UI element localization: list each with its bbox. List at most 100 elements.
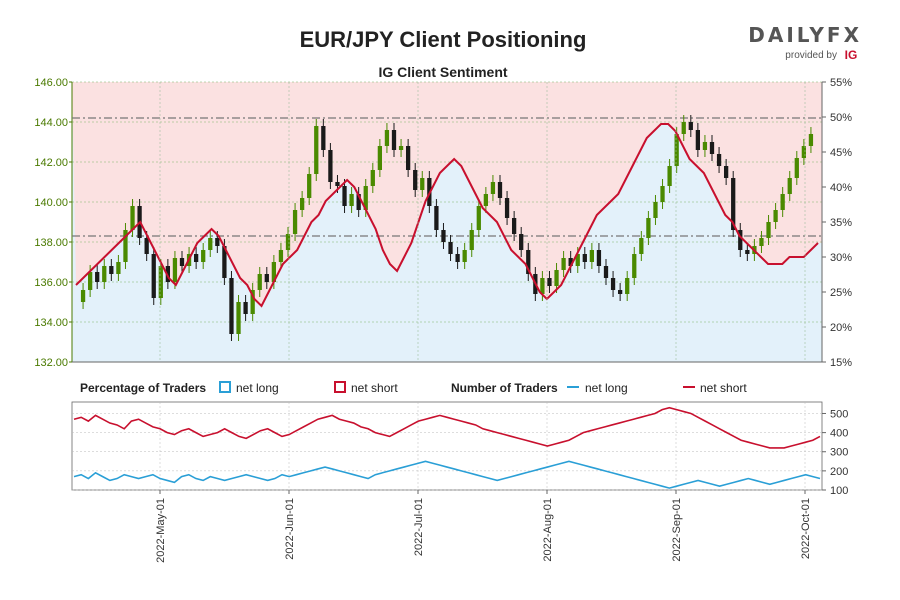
candle-up [801,146,807,158]
chart-subtitle: IG Client Sentiment [378,64,507,80]
count-panel-frame [71,401,823,491]
candle-down [144,238,149,254]
candle-down [356,194,361,210]
count-tick-label: 300 [830,447,848,459]
candle-down [497,182,503,198]
legend-pct-long-swatch [219,381,231,393]
candle-up [208,238,213,250]
legend-pct-header: Percentage of Traders [80,381,206,395]
chart-title: EUR/JPY Client Positioning [300,27,587,52]
candle-down [264,274,269,282]
right-tick-label: 40% [830,182,852,194]
candle-down [716,154,722,166]
x-tick-label: 2022-Oct-01 [800,498,812,559]
candle-up [363,186,368,210]
logo-provided-by: provided by [785,50,837,61]
right-tick-label: 15% [830,357,852,369]
candle-up [759,238,764,246]
candle-up [653,202,658,218]
left-tick-label: 136.00 [34,277,68,289]
candle-down [709,142,715,154]
candle-up [349,194,354,206]
x-tick-label: 2022-Jul-01 [413,498,425,556]
candle-up [377,146,383,170]
candle-down [596,250,602,266]
candle-up [660,186,665,202]
candle-down [165,266,171,282]
candle-up [476,206,481,230]
candle-down [738,230,743,250]
candle-up [561,258,566,270]
right-tick-label: 50% [830,112,852,124]
candle-up [646,218,651,238]
candle-up [794,158,799,178]
candle-up [271,262,277,282]
candle-up [632,254,637,278]
candle-up [123,230,128,262]
logo-brand: DAILYFX [748,23,862,47]
candle-up [540,278,545,294]
candle-up [370,170,375,186]
legend-num-long-label: net long [585,381,628,395]
candle-up [384,130,390,146]
candle-up [285,234,291,250]
left-tick-label: 132.00 [34,357,68,369]
candle-down [731,178,736,230]
candle-up [102,266,107,282]
candle-down [455,254,460,262]
candle-up [773,210,778,222]
trader-count-panel: 100 200 300 400 500 [71,401,848,497]
candle-up [462,250,467,262]
count-tick-label: 500 [830,408,848,420]
x-tick-label: 2022-Jun-01 [284,498,296,560]
x-tick-label: 2022-Sep-01 [671,498,683,562]
candle-up [299,198,305,210]
candle-up [681,122,686,134]
candle-up [483,194,489,206]
x-tick-label: 2022-May-01 [155,498,167,563]
right-tick-label: 25% [830,287,852,299]
candle-up [87,272,93,290]
candle-up [278,250,284,262]
candle-down [321,126,326,150]
candle-up [490,182,496,194]
candle-down [568,258,573,266]
legend-pct-short-swatch [334,381,346,393]
candle-up [130,206,135,230]
legend-pct-long-label: net long [236,381,279,395]
candle-up [639,238,644,254]
legend-pct-short-label: net short [351,381,398,395]
candle-up [589,250,595,262]
candle-down [582,254,587,262]
candle-up [667,166,672,186]
candle-up [787,178,792,194]
candle-down [511,218,517,234]
x-axis: 2022-May-01 2022-Jun-01 2022-Jul-01 2022-Au… [155,490,812,563]
candle-down [448,242,453,254]
candle-down [151,254,156,298]
left-tick-label: 144.00 [34,117,68,129]
right-tick-label: 35% [830,217,852,229]
candle-down [745,250,750,254]
price-sentiment-panel: 132.00 134.00 136.00 138.00 140.00 142.00 144.… [34,77,852,369]
candle-up [250,290,255,314]
candle-down [434,206,439,230]
right-tick-label: 45% [830,147,852,159]
candle-up [158,266,163,298]
candle-up [236,302,241,334]
net-short-count-line [73,406,821,449]
candle-up [292,210,298,234]
candle-down [603,266,609,278]
legend-num-header: Number of Traders [451,381,558,395]
candle-down [328,150,333,182]
candle-down [229,278,234,334]
candle-down [193,254,199,262]
candle-up [116,262,121,274]
left-tick-label: 146.00 [34,77,68,89]
left-tick-label: 138.00 [34,237,68,249]
candle-up [420,178,425,190]
net-short-pct-line [75,123,819,308]
candle-up [780,194,785,210]
legend-num-short-label: net short [700,381,747,395]
